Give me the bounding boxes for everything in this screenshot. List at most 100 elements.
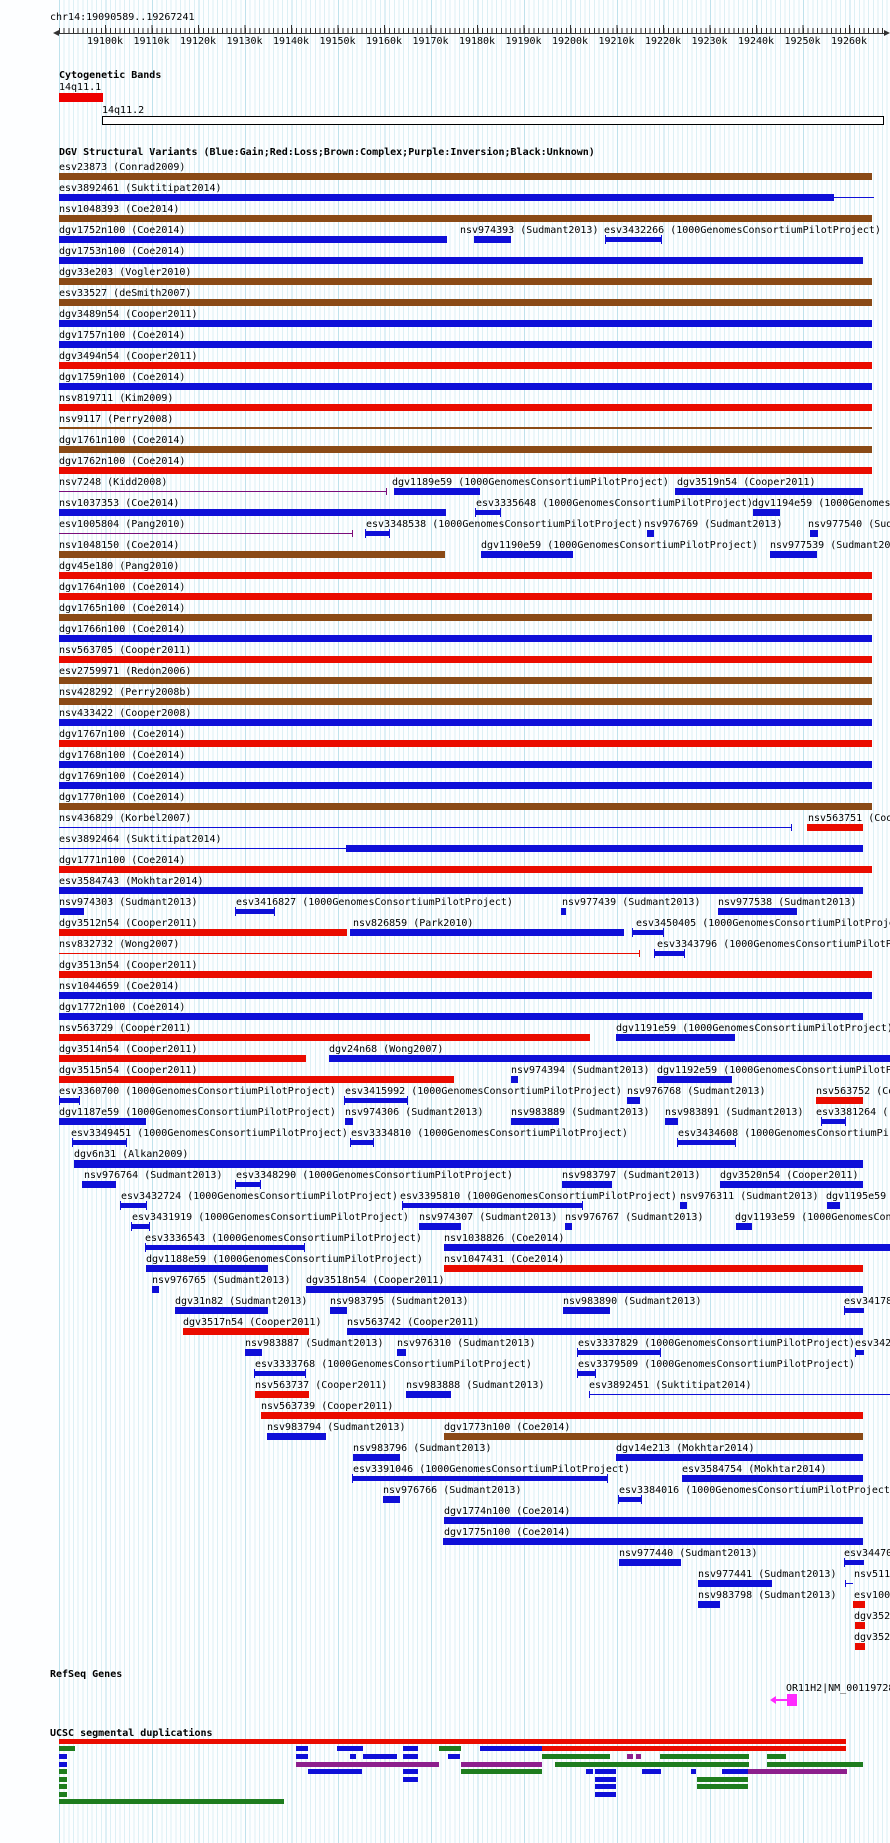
variant-label[interactable]: nsv974303 (Sudmant2013) [59,897,198,908]
variant-label[interactable]: esv3379509 (1000GenomesConsortiumPilotPr… [578,1359,855,1370]
variant-label[interactable]: esv1005804 (Pang2010) [59,519,186,530]
variant-bar[interactable] [352,530,353,537]
variant-bar[interactable] [736,1223,752,1230]
variant-label[interactable]: nsv977440 (Sudmant2013) [619,1548,758,1559]
variant-bar[interactable] [353,1454,400,1461]
variant-label[interactable]: dgv1770n100 (Coe2014) [59,792,186,803]
variant-bar[interactable] [59,887,863,894]
variant-label[interactable]: dgv1752n100 (Coe2014) [59,225,186,236]
variant-label[interactable]: dgv1195e59 [826,1191,887,1202]
variant-label[interactable]: nsv976310 (Sudmant2013) [397,1338,536,1349]
variant-label[interactable]: nsv983891 (Sudmant2013) [665,1107,804,1118]
variant-label[interactable]: esv3892464 (Suktitipat2014) [59,834,222,845]
variant-label[interactable]: dgv352 [854,1632,890,1643]
variant-bar-bracket[interactable] [618,1495,642,1504]
segdup-bar[interactable] [691,1769,696,1774]
variant-label[interactable]: nsv977441 (Sudmant2013) [698,1569,837,1580]
variant-label[interactable]: nsv563752 (Co [816,1086,890,1097]
variant-bar[interactable] [563,1307,610,1314]
variant-bar-bracket[interactable] [131,1222,150,1231]
variant-label[interactable]: esv342 [855,1338,890,1349]
variant-label[interactable]: nsv974394 (Sudmant2013) [511,1065,650,1076]
variant-label[interactable]: esv3892451 (Suktitipat2014) [589,1380,752,1391]
cytoband-14q11.2[interactable] [102,116,884,125]
variant-bar[interactable] [397,1349,406,1356]
variant-bar[interactable] [59,491,386,492]
variant-bar[interactable] [406,1391,451,1398]
segdup-bar[interactable] [403,1777,418,1782]
variant-bar[interactable] [175,1307,268,1314]
variant-label[interactable]: esv3333768 (1000GenomesConsortiumPilotPr… [255,1359,532,1370]
variant-bar[interactable] [511,1118,559,1125]
variant-label[interactable]: nsv976767 (Sudmant2013) [565,1212,704,1223]
segdup-bar[interactable] [542,1746,846,1751]
segdup-bar[interactable] [296,1762,439,1767]
variant-label[interactable]: nsv563729 (Cooper2011) [59,1023,192,1034]
gene-exon-box[interactable] [787,1694,797,1706]
variant-bar[interactable] [59,215,872,222]
variant-label[interactable]: nsv1048393 (Coe2014) [59,204,180,215]
segdup-bar[interactable] [697,1784,748,1789]
variant-bar[interactable] [59,383,872,390]
variant-bar[interactable] [810,530,818,537]
segdup-bar[interactable] [439,1746,461,1751]
variant-bar[interactable] [511,1076,518,1083]
variant-bar[interactable] [345,1118,353,1125]
variant-label[interactable]: dgv3514n54 (Cooper2011) [59,1044,198,1055]
variant-bar[interactable] [329,1055,890,1062]
variant-bar[interactable] [855,1622,865,1629]
variant-bar[interactable] [267,1433,326,1440]
variant-label[interactable]: nsv9117 (Perry2008) [59,414,174,425]
variant-label[interactable]: dgv1774n100 (Coe2014) [444,1506,571,1517]
variant-label[interactable]: esv1002 [854,1590,890,1601]
variant-label[interactable]: dgv3518n54 (Cooper2011) [306,1275,445,1286]
variant-bar[interactable] [59,848,346,849]
variant-label[interactable]: nsv1037353 (Coe2014) [59,498,180,509]
variant-label[interactable]: dgv1762n100 (Coe2014) [59,456,186,467]
variant-label[interactable]: nsv983794 (Sudmant2013) [267,1422,406,1433]
variant-bar[interactable] [59,1118,146,1125]
variant-bar[interactable] [59,236,447,243]
variant-label[interactable]: nsv983796 (Sudmant2013) [353,1443,492,1454]
variant-label[interactable]: esv3337829 (1000GenomesConsortiumPilotPr… [578,1338,855,1349]
segdup-bar[interactable] [403,1769,418,1774]
variant-bar[interactable] [59,827,791,828]
variant-bar[interactable] [59,677,872,684]
variant-bar[interactable] [59,551,445,558]
variant-label[interactable]: dgv1761n100 (Coe2014) [59,435,186,446]
variant-bar[interactable] [444,1433,863,1440]
segdup-bar[interactable] [480,1746,542,1751]
variant-label[interactable]: nsv1047431 (Coe2014) [444,1254,565,1265]
variant-label[interactable]: esv3336543 (1000GenomesConsortiumPilotPr… [145,1233,422,1244]
variant-label[interactable]: nsv976765 (Sudmant2013) [152,1275,291,1286]
variant-bar[interactable] [59,404,872,411]
variant-label[interactable]: esv3391046 (1000GenomesConsortiumPilotPr… [353,1464,630,1475]
segdup-bar[interactable] [627,1754,633,1759]
variant-bar-bracket[interactable] [844,1306,864,1315]
segdup-bar[interactable] [403,1754,418,1759]
segdup-bar[interactable] [642,1769,661,1774]
variant-label[interactable]: nsv977540 (Sud [808,519,890,530]
variant-bar[interactable] [59,1013,863,1020]
variant-bar[interactable] [59,761,872,768]
variant-label[interactable]: nsv433422 (Cooper2008) [59,708,192,719]
variant-bar[interactable] [59,1076,454,1083]
variant-bar[interactable] [59,572,872,579]
variant-bar[interactable] [639,950,640,957]
variant-label[interactable]: esv3349451 (1000GenomesConsortiumPilotPr… [71,1128,348,1139]
variant-bar-bracket[interactable] [350,1138,374,1147]
variant-label[interactable]: esv3381264 ( [816,1107,889,1118]
variant-bar[interactable] [561,908,566,915]
variant-bar[interactable] [853,1601,865,1608]
variant-bar-bracket[interactable] [120,1201,147,1210]
variant-label[interactable]: esv3432266 (1000GenomesConsortiumPilotPr… [604,225,881,236]
variant-label[interactable]: esv3395810 (1000GenomesConsortiumPilotPr… [400,1191,677,1202]
variant-label[interactable]: nsv1044659 (Coe2014) [59,981,180,992]
variant-label[interactable]: dgv352 [854,1611,890,1622]
variant-bar[interactable] [855,1643,865,1650]
variant-label[interactable]: dgv3494n54 (Cooper2011) [59,351,198,362]
segdup-bar[interactable] [296,1746,308,1751]
variant-label[interactable]: nsv819711 (Kim2009) [59,393,174,404]
variant-bar-bracket[interactable] [59,1096,80,1105]
variant-bar[interactable] [59,173,872,180]
